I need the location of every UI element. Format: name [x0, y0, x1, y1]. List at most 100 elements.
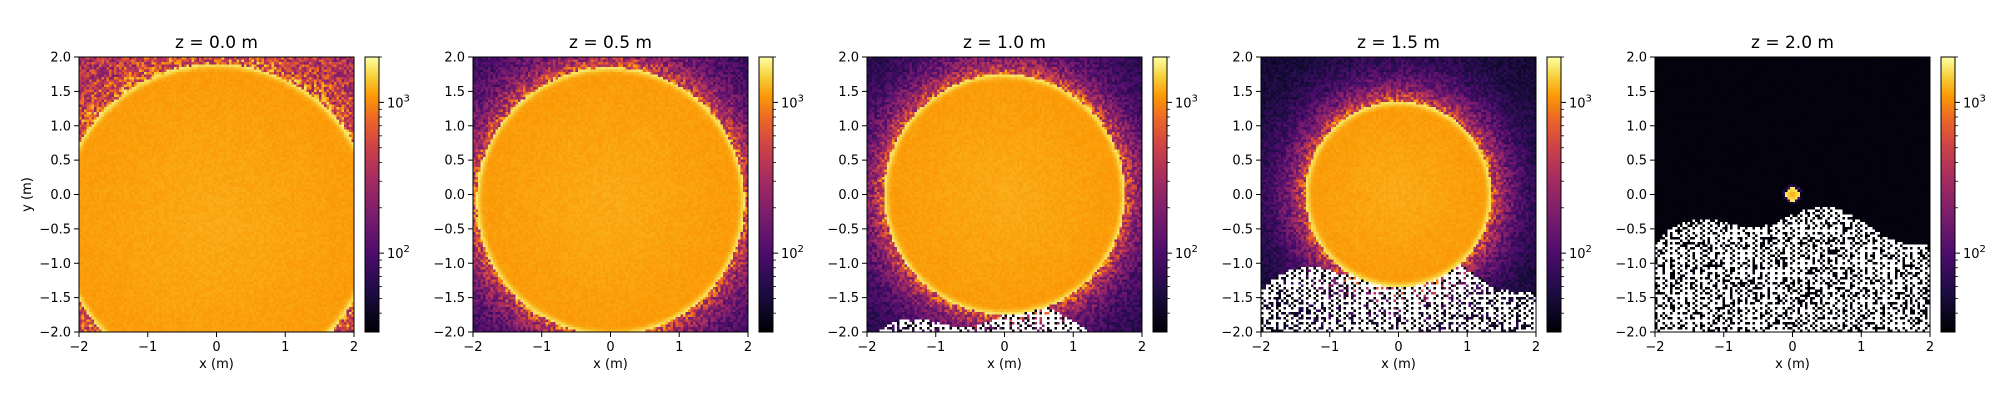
- y-tick-label: −1.5: [1221, 291, 1253, 306]
- y-tick-label: −2.0: [827, 326, 859, 341]
- x-tick-label: −1: [1320, 340, 1339, 355]
- colorbar: [758, 56, 774, 333]
- panel: z = 0.5 m −2 −1 0 1 2 x (m) 2.0 1.5 1.0 0.5 0.0 −0.5…: [433, 33, 804, 372]
- colorbar-tick-label: 103: [1175, 93, 1198, 111]
- x-tick-label: 1: [675, 340, 683, 355]
- y-axis-label: y (m): [20, 177, 35, 212]
- y-tick-label: 0.0: [1232, 188, 1253, 203]
- y-tick-label: 1.0: [1232, 119, 1253, 134]
- y-tick-label: −1.5: [39, 291, 71, 306]
- y-tick-label: 0.5: [444, 154, 465, 169]
- colorbar-tick-label: 103: [1963, 93, 1986, 111]
- x-tick-label: 1: [1463, 340, 1471, 355]
- x-tick-label: −1: [1714, 340, 1733, 355]
- y-tick-label: 1.5: [50, 85, 71, 100]
- y-tick-label: −1.0: [39, 257, 71, 272]
- panel-title: z = 2.0 m: [1751, 33, 1834, 53]
- x-tick-label: −1: [532, 340, 551, 355]
- colorbar: [1152, 56, 1168, 333]
- y-tick-label: −2.0: [39, 326, 71, 341]
- x-axis-label: x (m): [987, 357, 1022, 372]
- panel: z = 0.0 m −2 −1 0 1 2 x (m) 2.0 1.5 1.0 0.5 0.0 −0.5…: [20, 33, 410, 372]
- x-tick-label: 2: [350, 340, 358, 355]
- x-tick-label: 2: [1138, 340, 1146, 355]
- heatmap-image: [79, 57, 354, 332]
- y-tick-label: −1.0: [433, 257, 465, 272]
- y-tick-label: −1.0: [1615, 257, 1647, 272]
- x-tick-label: −2: [1251, 340, 1270, 355]
- y-tick-label: −1.5: [433, 291, 465, 306]
- colorbar-tick-label: 102: [1569, 244, 1592, 262]
- y-tick-label: 0.5: [50, 154, 71, 169]
- panel-title: z = 0.5 m: [569, 33, 652, 53]
- y-tick-label: 2.0: [838, 51, 859, 66]
- heatmap-image: [473, 57, 748, 332]
- y-tick-label: 1.0: [444, 119, 465, 134]
- y-tick-label: 1.0: [1626, 119, 1647, 134]
- y-tick-label: 1.5: [1232, 85, 1253, 100]
- y-tick-label: 2.0: [1232, 51, 1253, 66]
- x-tick-label: −2: [463, 340, 482, 355]
- colorbar-tick-label: 102: [1175, 244, 1198, 262]
- x-tick-label: −1: [926, 340, 945, 355]
- x-tick-label: −2: [857, 340, 876, 355]
- y-tick-label: 1.5: [444, 85, 465, 100]
- x-axis-label: x (m): [593, 357, 628, 372]
- x-tick-label: 0: [1788, 340, 1796, 355]
- x-tick-label: 0: [1000, 340, 1008, 355]
- y-tick-label: −0.5: [433, 222, 465, 237]
- heatmap-image: [867, 57, 1142, 332]
- y-tick-label: −1.5: [1615, 291, 1647, 306]
- y-tick-label: −2.0: [433, 326, 465, 341]
- y-tick-label: −0.5: [827, 222, 859, 237]
- x-tick-label: −1: [138, 340, 157, 355]
- x-axis-label: x (m): [1381, 357, 1416, 372]
- colorbar: [1940, 56, 1956, 333]
- y-tick-label: −2.0: [1221, 326, 1253, 341]
- y-tick-label: −1.5: [827, 291, 859, 306]
- y-tick-label: −0.5: [1221, 222, 1253, 237]
- panel-title: z = 0.0 m: [175, 33, 258, 53]
- y-tick-label: −1.0: [827, 257, 859, 272]
- x-tick-label: 1: [1069, 340, 1077, 355]
- y-tick-label: 1.5: [838, 85, 859, 100]
- x-tick-label: 2: [1926, 340, 1934, 355]
- heatmap-image: [1261, 57, 1536, 332]
- x-tick-label: 2: [744, 340, 752, 355]
- panel-title: z = 1.5 m: [1357, 33, 1440, 53]
- panel-title: z = 1.0 m: [963, 33, 1046, 53]
- y-tick-label: 0.5: [1626, 154, 1647, 169]
- colorbar-tick-label: 102: [781, 244, 804, 262]
- y-tick-label: 0.5: [838, 154, 859, 169]
- x-tick-label: 0: [212, 340, 220, 355]
- x-tick-label: −2: [1645, 340, 1664, 355]
- y-tick-label: 0.0: [444, 188, 465, 203]
- colorbar: [364, 56, 380, 333]
- colorbar-tick-label: 102: [387, 244, 410, 262]
- y-tick-label: 0.5: [1232, 154, 1253, 169]
- panels-layer: z = 0.0 m −2 −1 0 1 2 x (m) 2.0 1.5 1.0 0.5 0.0 −0.5…: [20, 33, 1986, 372]
- colorbar: [1546, 56, 1562, 333]
- colorbar-tick-label: 102: [1963, 244, 1986, 262]
- y-tick-label: −0.5: [39, 222, 71, 237]
- x-tick-label: 1: [1857, 340, 1865, 355]
- y-tick-label: −2.0: [1615, 326, 1647, 341]
- colorbar-tick-label: 103: [781, 93, 804, 111]
- panel: z = 1.0 m −2 −1 0 1 2 x (m) 2.0 1.5 1.0 0.5 0.0 −0.5…: [827, 33, 1198, 372]
- panel: z = 2.0 m −2 −1 0 1 2 x (m) 2.0 1.5 1.0 0.5 0.0 −0.5…: [1615, 33, 1986, 372]
- y-tick-label: 2.0: [444, 51, 465, 66]
- y-tick-label: 0.0: [838, 188, 859, 203]
- x-axis-label: x (m): [199, 357, 234, 372]
- panel: z = 1.5 m −2 −1 0 1 2 x (m) 2.0 1.5 1.0 0.5 0.0 −0.5…: [1221, 33, 1592, 372]
- heatmap-image: [1655, 57, 1930, 332]
- x-tick-label: 0: [1394, 340, 1402, 355]
- x-tick-label: 2: [1532, 340, 1540, 355]
- y-tick-label: −1.0: [1221, 257, 1253, 272]
- y-tick-label: 0.0: [50, 188, 71, 203]
- y-tick-label: 1.0: [50, 119, 71, 134]
- y-tick-label: 2.0: [1626, 51, 1647, 66]
- x-tick-label: 1: [281, 340, 289, 355]
- x-tick-label: −2: [69, 340, 88, 355]
- colorbar-tick-label: 103: [387, 93, 410, 111]
